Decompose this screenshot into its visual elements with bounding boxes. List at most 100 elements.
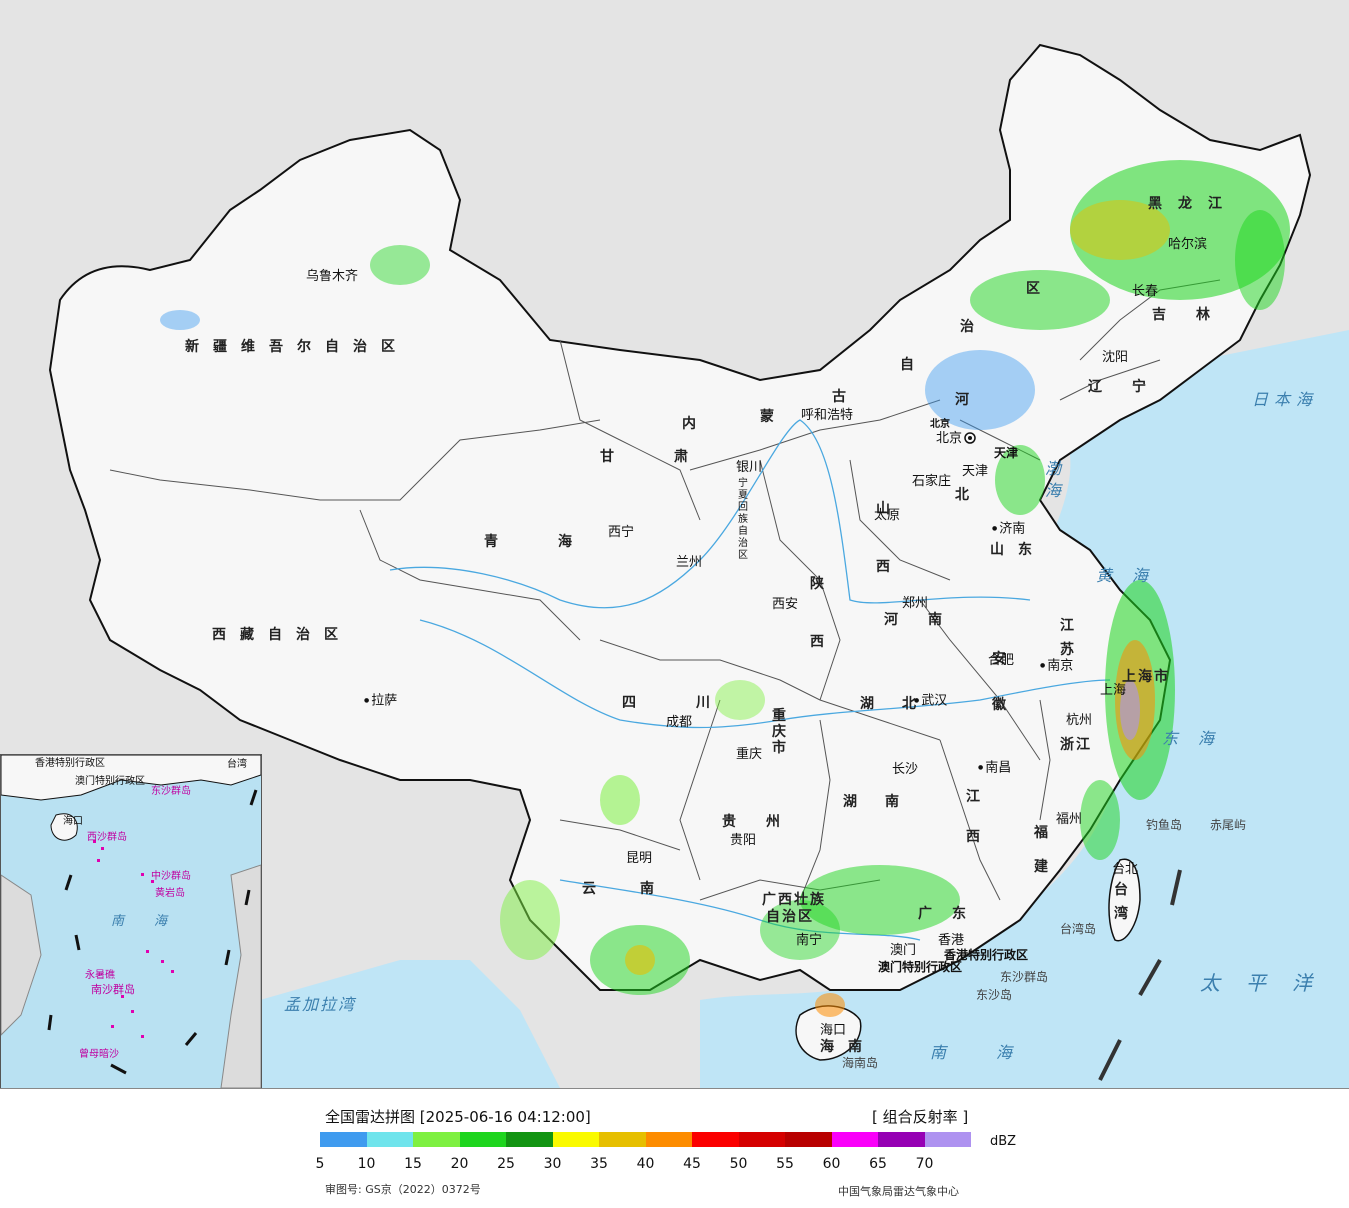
label-tianjin-province: 天津 (994, 446, 1019, 460)
label-jilin: 吉林 (1152, 307, 1240, 323)
label-hebei-2: 北 (955, 487, 983, 503)
legend-swatch (413, 1132, 460, 1147)
maritime-boundary-marks (1098, 869, 1182, 1081)
label-sichuan: 四川 (622, 695, 770, 711)
scale-unit: dBZ (990, 1134, 1017, 1149)
legend-swatch (366, 1132, 413, 1147)
inset-yongshu: 永暑礁 (85, 970, 115, 981)
legend-tick: 50 (729, 1156, 748, 1172)
label-taiwan: 台湾 (1114, 882, 1128, 922)
label-shanxi: 山西 (876, 501, 890, 575)
city-taiyuan: 太原 (874, 508, 901, 523)
label-xizang: 西藏自治区 (212, 627, 352, 643)
map-canvas: 新疆维吾尔自治区 西藏自治区 青海 甘肃 内 蒙 古 自 治 区 黑龙江 吉林 … (0, 0, 1349, 1089)
label-neimenggu-1: 内 (682, 416, 710, 432)
city-jinan: 济南 (990, 522, 1025, 537)
label-shaanxi: 陕西 (810, 576, 824, 650)
legend-tick: 35 (590, 1156, 608, 1172)
city-beijing: 北京 (936, 431, 963, 446)
city-nanjing: 南京 (1038, 659, 1073, 674)
label-shandong: 山东 (990, 542, 1046, 558)
city-tianjin: 天津 (962, 464, 989, 479)
sea-bengal: 孟加拉湾 (284, 995, 357, 1014)
label-guizhou: 贵州 (722, 814, 810, 830)
city-nanchang: 南昌 (976, 761, 1011, 776)
credit-text: 中国气象局雷达气象中心 (838, 1185, 959, 1198)
city-wuhan: 武汉 (912, 694, 947, 709)
label-neimenggu-4: 自 (900, 357, 928, 373)
province-boundaries (109, 279, 1221, 901)
inset-xisha: 西沙群岛 (87, 832, 127, 843)
city-xining: 西宁 (608, 525, 635, 540)
label-liaoning: 辽宁 (1088, 379, 1176, 395)
sea-area (700, 330, 1349, 1088)
label-guangxi-2: 自治区 (766, 909, 814, 925)
label-jiangxi: 江西 (966, 789, 980, 845)
city-hohhot: 呼和浩特 (801, 408, 854, 423)
color-scale (320, 1132, 971, 1147)
city-fuzhou: 福州 (1056, 812, 1083, 827)
label-hebei-1: 河 (955, 392, 983, 408)
label-hubei: 湖北 (860, 696, 944, 712)
capital-marker (964, 432, 976, 444)
inset-nanhai: 南海 (111, 914, 198, 929)
legend-swatch (924, 1132, 971, 1147)
inset-haikou: 海口 (63, 816, 83, 827)
label-neimenggu-3: 古 (832, 389, 860, 405)
legend-swatch (506, 1132, 553, 1147)
scale-ticks: 5 10 15 20 25 30 35 40 45 50 55 60 65 70 (0, 1156, 1349, 1172)
city-hefei: 合肥 (988, 653, 1015, 668)
label-anhui: 安徽 (992, 651, 1006, 713)
legend-swatch (320, 1132, 367, 1147)
city-chongqing: 重庆 (736, 747, 763, 762)
legend-swatch (831, 1132, 878, 1147)
label-shanghai: 上海市 (1122, 669, 1170, 685)
label-qinghai: 青海 (484, 534, 632, 550)
legend-tick: 30 (543, 1156, 562, 1172)
map-title: 全国雷达拼图 [2025-06-16 04:12:00] (325, 1108, 591, 1126)
label-fujian: 福建 (1034, 825, 1048, 875)
island-hainan: 海南岛 (842, 1056, 879, 1070)
city-changsha: 长沙 (892, 762, 919, 777)
legend-tick: 70 (915, 1156, 934, 1172)
city-macau: 澳门 (890, 943, 917, 958)
legend-tick: 45 (683, 1156, 701, 1172)
label-guangdong: 广东 (918, 906, 986, 922)
label-macau-sar: 澳门特别行政区 (878, 960, 963, 974)
legend-tick: 25 (497, 1156, 515, 1172)
city-taibei: 台北 (1112, 862, 1139, 877)
approval-number: 审图号: GS京（2022）0372号 (325, 1183, 481, 1196)
legend-tick: 55 (776, 1156, 794, 1172)
city-urumqi: 乌鲁木齐 (306, 269, 359, 284)
city-yinchuan: 银川 (736, 460, 763, 475)
city-guiyang: 贵阳 (730, 833, 757, 848)
legend-swatch (645, 1132, 692, 1147)
label-hainan: 海南 (820, 1039, 876, 1055)
label-heilongjiang: 黑龙江 (1148, 196, 1238, 212)
inset-huangyan: 黄岩岛 (155, 888, 185, 899)
city-shanghai: 上海 (1100, 683, 1127, 698)
sea-donghai: 东海 (1162, 729, 1235, 748)
legend-tick: 20 (450, 1156, 469, 1172)
inset-zengmu: 曾母暗沙 (79, 1049, 119, 1060)
label-henan: 河南 (884, 612, 972, 628)
city-zhengzhou: 郑州 (902, 596, 929, 611)
label-beijing-province: 北京 (930, 419, 950, 430)
legend-tick: 60 (822, 1156, 841, 1172)
legend-swatch (552, 1132, 599, 1147)
label-jiangsu: 江苏 (1060, 618, 1074, 658)
legend-tick: 10 (357, 1156, 376, 1172)
inset-hongkong: 香港特别行政区 (35, 758, 105, 769)
city-xian: 西安 (772, 597, 799, 612)
city-lhasa: 拉萨 (362, 694, 397, 709)
label-ningxia: 宁夏回族自治区 (738, 478, 748, 561)
city-shenyang: 沈阳 (1102, 350, 1129, 365)
city-lanzhou: 兰州 (676, 555, 703, 570)
inset-dongsha: 东沙群岛 (151, 786, 191, 797)
inset-nansha: 南沙群岛 (91, 983, 135, 996)
island-diaoyu: 钓鱼岛 (1146, 818, 1183, 832)
label-guangxi-1: 广西壮族 (762, 892, 826, 908)
sea-bohai: 渤海 (1045, 459, 1062, 500)
city-harbin: 哈尔滨 (1168, 237, 1208, 252)
